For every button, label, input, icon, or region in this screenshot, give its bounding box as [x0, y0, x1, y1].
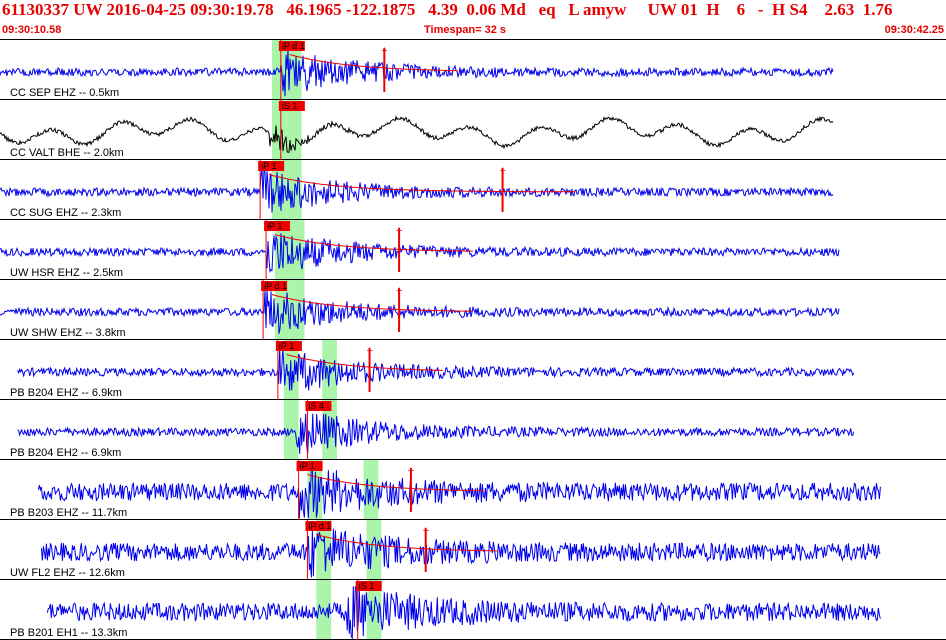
waveform-panel[interactable]: + iP d 1 CC SEP EHZ -- 0.5km iS 1 CC VALT BH… [0, 40, 946, 640]
p-pick-label-3: iP 1 [267, 221, 282, 231]
header-divider [0, 39, 946, 40]
station-label-1: CC VALT BHE -- 2.0km [10, 147, 124, 159]
waveform-trace-7 [37, 465, 881, 519]
station-label-7: PB B203 EHZ -- 11.7km [10, 507, 127, 519]
station-label-0: CC SEP EHZ -- 0.5km [10, 87, 119, 99]
coda-curve-2 [268, 174, 575, 193]
waveform-trace-0 [0, 49, 834, 97]
coda-plus-4: + [396, 285, 402, 297]
coda-plus-7: + [408, 465, 414, 477]
waveform-trace-6 [17, 413, 855, 455]
p-pick-box-3 [264, 221, 291, 231]
event-summary-title: 61130337 UW 2016-04-25 09:30:19.78 46.19… [2, 0, 893, 19]
p-pick-box-7 [296, 461, 323, 471]
header-bar: 61130337 UW 2016-04-25 09:30:19.78 46.19… [0, 0, 946, 40]
coda-plus-3: + [396, 225, 402, 237]
waveform-trace-4 [0, 289, 840, 334]
station-label-2: CC SUG EHZ -- 2.3km [10, 207, 121, 219]
start-time-label: 09:30:10.58 [2, 24, 62, 36]
pick-window-4-1 [289, 280, 305, 340]
waveform-trace-3 [0, 233, 840, 274]
waveform-trace-2 [0, 167, 834, 213]
coda-plus-0: + [381, 45, 387, 57]
p-pick-box-8 [305, 521, 332, 531]
coda-plus-8: + [423, 525, 429, 537]
waveform-trace-8 [40, 528, 881, 578]
s-pick-label-1: iS 1 [282, 101, 298, 111]
s-pick-box-6 [305, 401, 332, 411]
p-pick-label-7: iP 1 [300, 461, 315, 471]
coda-plus-5: + [367, 345, 373, 357]
end-time-label: 09:30:42.25 [884, 24, 944, 36]
s-pick-label-9: iS 1 [359, 581, 375, 591]
coda-curve-7 [307, 474, 484, 492]
coda-curve-0 [289, 54, 458, 72]
p-pick-label-2: iP 1 [261, 161, 276, 171]
station-label-9: PB B201 EH1 -- 13.3km [10, 627, 127, 639]
coda-curve-5 [286, 354, 443, 371]
waveform-trace-1 [0, 115, 834, 153]
station-label-3: UW HSR EHZ -- 2.5km [10, 267, 123, 279]
waveform-trace-5 [17, 346, 855, 391]
station-label-8: UW FL2 EHZ -- 12.6km [10, 567, 125, 579]
p-pick-label-0: iP d 1 [282, 41, 305, 51]
station-label-6: PB B204 EH2 -- 6.9km [10, 447, 121, 459]
coda-plus-2: + [500, 165, 506, 177]
station-label-5: PB B204 EHZ -- 6.9km [10, 387, 122, 399]
timespan-label: Timespan= 32 s [424, 24, 507, 36]
s-pick-label-6: iS 4 [308, 401, 324, 411]
coda-curve-8 [316, 534, 499, 552]
p-pick-label-8: iP d 1 [308, 521, 331, 531]
s-pick-box-9 [355, 581, 382, 591]
p-pick-box-5 [275, 341, 302, 351]
p-pick-label-4: iP d 1 [264, 281, 287, 291]
p-pick-box-2 [258, 161, 285, 171]
waveform-trace-9 [46, 586, 881, 640]
coda-curve-3 [274, 234, 473, 252]
station-label-4: UW SHW EHZ -- 3.8km [10, 327, 126, 339]
coda-curve-4 [271, 294, 472, 312]
p-pick-box-4 [261, 281, 288, 291]
p-pick-box-0 [278, 41, 305, 51]
s-pick-box-1 [278, 101, 305, 111]
p-pick-label-5: iP 1 [279, 341, 294, 351]
